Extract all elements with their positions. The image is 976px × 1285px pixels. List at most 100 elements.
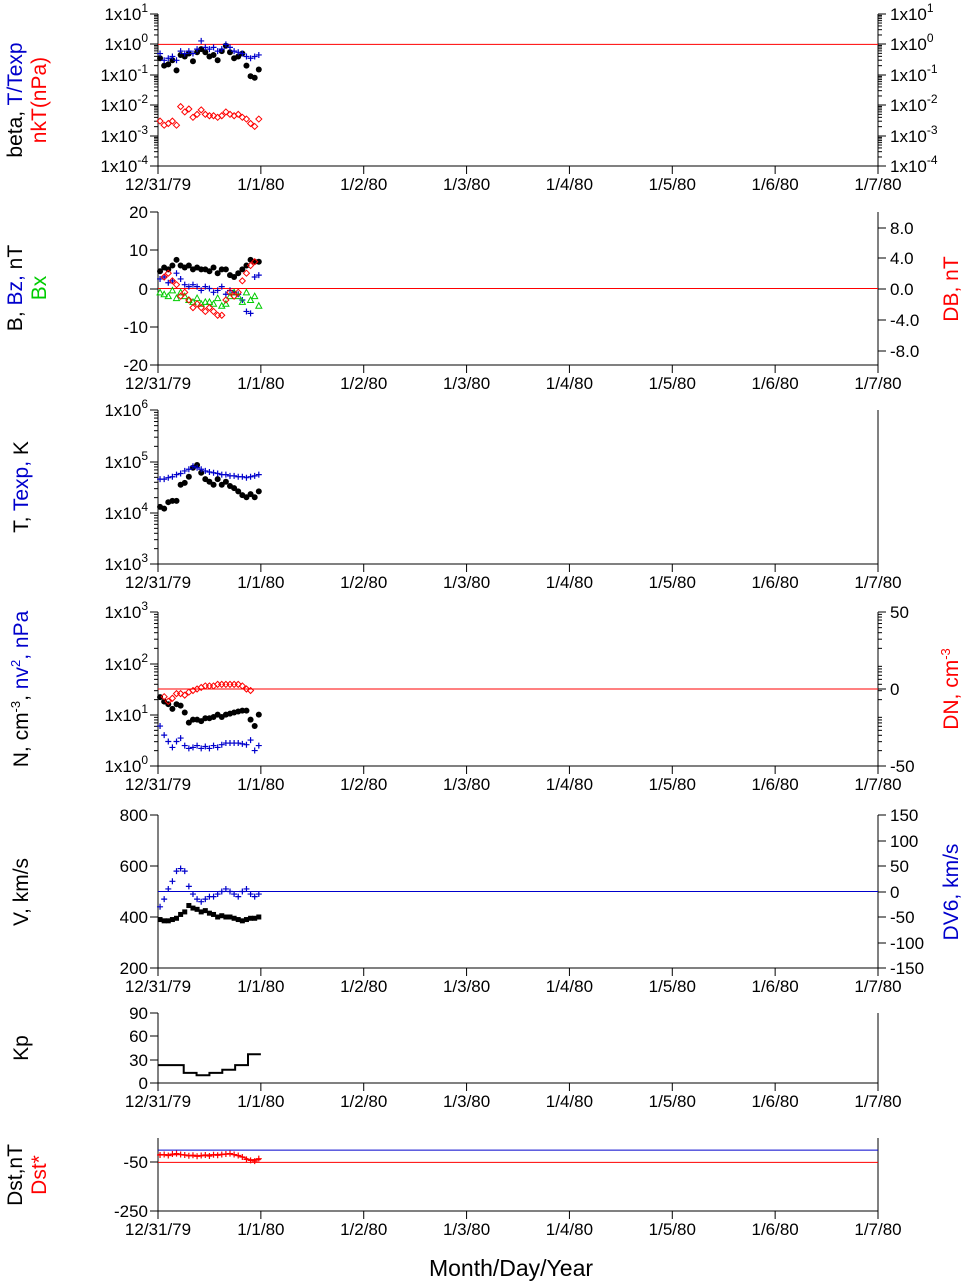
data-point — [222, 885, 229, 892]
data-point — [202, 908, 208, 914]
data-point — [198, 266, 205, 273]
data-point — [226, 288, 234, 297]
data-point — [214, 270, 221, 277]
data-point — [243, 308, 250, 315]
data-point — [185, 466, 192, 473]
x-tick-label: 1/5/80 — [649, 374, 696, 393]
data-point — [251, 274, 258, 281]
data-point — [242, 685, 251, 693]
data-point — [206, 46, 213, 53]
data-point — [213, 311, 222, 319]
data-point — [202, 743, 209, 750]
data-point — [177, 275, 184, 282]
data-point — [173, 57, 180, 64]
data-point — [247, 310, 254, 317]
data-point — [238, 277, 247, 285]
data-point — [252, 915, 258, 921]
x-tick-label: 1/1/80 — [237, 175, 284, 194]
x-tick-label: 12/31/79 — [125, 1092, 191, 1111]
data-point — [235, 49, 242, 56]
y-tick-label-right: -50 — [890, 908, 915, 927]
data-point — [186, 903, 192, 909]
data-point — [206, 910, 212, 916]
data-point — [255, 115, 263, 123]
x-tick-label: 1/7/80 — [854, 1220, 901, 1239]
data-point — [161, 274, 168, 281]
data-point — [177, 48, 184, 55]
data-point — [172, 294, 181, 302]
data-point — [210, 289, 217, 296]
data-point — [189, 113, 197, 122]
y-tick-label-right: 50 — [890, 603, 909, 622]
panel-6: 12/31/79 1/1/80 1/2/80 1/3/80 1/4/80 1/5/80 1/… — [10, 1004, 902, 1111]
data-point — [251, 494, 258, 501]
data-point — [206, 468, 213, 475]
data-point — [251, 472, 258, 479]
data-point — [222, 291, 229, 298]
data-point — [227, 914, 233, 920]
data-point — [190, 905, 196, 911]
y-tick-label: 1x103 — [104, 551, 148, 574]
x-tick-label: 12/31/79 — [125, 977, 191, 996]
y-tick-label: 1x10-2 — [100, 92, 148, 115]
y-tick-label-right: 150 — [890, 806, 918, 825]
data-point — [189, 463, 196, 470]
y-axis-label: V, km/s — [10, 858, 33, 926]
data-point — [173, 738, 180, 745]
x-tick-label: 1/1/80 — [237, 573, 284, 592]
data-point — [181, 479, 188, 486]
y-tick-label-right: 8.0 — [890, 219, 914, 238]
data-point — [197, 106, 205, 114]
data-point — [185, 48, 192, 55]
x-tick-label: 1/2/80 — [340, 374, 387, 393]
y-tick-label: 1x10-1 — [100, 62, 148, 85]
data-point — [172, 280, 181, 289]
data-point — [173, 497, 180, 504]
data-point — [246, 261, 255, 270]
x-tick-label: 1/3/80 — [443, 573, 490, 592]
data-point — [165, 474, 172, 481]
x-tick-label: 1/3/80 — [443, 775, 490, 794]
x-tick-label: 1/5/80 — [649, 1092, 696, 1111]
data-point — [218, 311, 226, 319]
data-point — [213, 294, 222, 302]
data-point — [206, 1153, 213, 1160]
data-point — [234, 680, 242, 689]
data-point — [172, 689, 181, 698]
x-tick-label: 1/3/80 — [443, 977, 490, 996]
data-point — [161, 732, 168, 739]
data-point — [214, 287, 221, 294]
data-point — [172, 121, 181, 129]
y-tick-label: -10 — [123, 318, 148, 337]
data-point — [194, 464, 201, 471]
data-point — [242, 288, 251, 296]
data-point — [239, 50, 246, 57]
x-tick-label: 1/7/80 — [854, 573, 901, 592]
data-point — [243, 62, 250, 69]
data-point — [235, 740, 242, 747]
x-tick-label: 12/31/79 — [125, 374, 191, 393]
data-point — [198, 37, 205, 44]
series-line-1 — [158, 1053, 261, 1077]
data-point — [227, 888, 233, 895]
data-point — [189, 281, 196, 288]
y-axis-label: B, Bz, nT — [4, 245, 27, 332]
x-tick-label: 1/3/80 — [443, 175, 490, 194]
data-point — [181, 868, 188, 875]
data-point — [206, 745, 213, 752]
data-point — [219, 913, 225, 919]
x-tick-label: 1/2/80 — [340, 573, 387, 592]
data-point — [218, 266, 225, 273]
y-axis-label-right: DB, nT — [940, 256, 963, 322]
data-point — [181, 691, 189, 699]
data-point — [185, 283, 192, 290]
x-tick-label: 1/4/80 — [546, 573, 593, 592]
data-point — [230, 680, 238, 689]
data-point — [242, 115, 251, 123]
data-point — [243, 53, 250, 60]
data-point — [189, 744, 196, 751]
data-point — [169, 705, 176, 712]
data-point — [251, 53, 258, 60]
data-point — [239, 473, 246, 480]
